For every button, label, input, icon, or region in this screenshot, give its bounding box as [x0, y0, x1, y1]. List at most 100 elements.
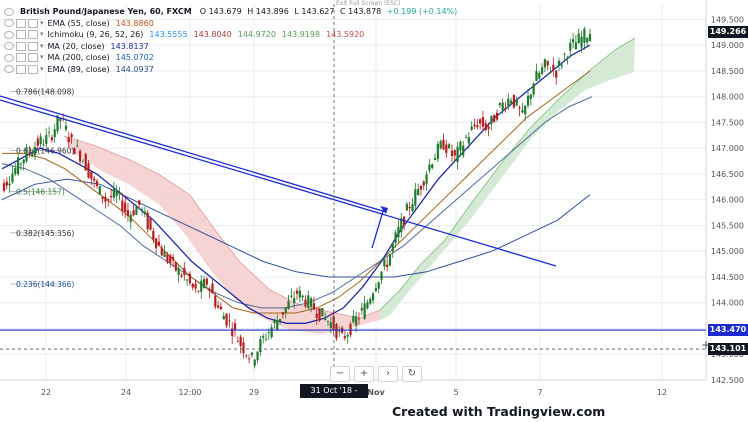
- candle-body: [121, 200, 124, 212]
- ohlc-values: O 143.679 H 143.896 L 143.627 C 143.878 …: [200, 6, 461, 17]
- time-axis-tick: 24: [121, 388, 131, 397]
- chevron-down-icon[interactable]: ▾: [40, 30, 44, 39]
- candle-body: [445, 144, 448, 153]
- candle-body: [481, 117, 485, 127]
- settings-icon[interactable]: [16, 53, 26, 63]
- candle-body: [371, 293, 375, 301]
- ma200-line: [1, 178, 591, 278]
- candle-body: [571, 39, 575, 43]
- ichimoku-cloud-bullish: [380, 38, 635, 320]
- ichimoku-cloud-bearish: [64, 136, 380, 334]
- chevron-down-icon[interactable]: ▾: [40, 18, 44, 27]
- candle-body: [146, 212, 149, 230]
- add-plus-icon[interactable]: +: [700, 338, 712, 352]
- indicator-value: 143.8137: [110, 41, 149, 51]
- eye-icon[interactable]: [4, 65, 14, 74]
- close-value: C 143.878: [340, 7, 382, 17]
- candle-body: [290, 295, 293, 297]
- indicator-row[interactable]: ▾ EMA (89, close) 144.0937: [4, 64, 460, 76]
- candle-body: [352, 315, 355, 323]
- indicator-row[interactable]: ▾ MA (20, close) 143.8137: [4, 41, 460, 53]
- candle-body: [510, 100, 513, 104]
- settings-icon[interactable]: [16, 18, 26, 28]
- close-icon[interactable]: [28, 18, 38, 28]
- zoom-in-button[interactable]: +: [354, 366, 374, 382]
- settings-icon[interactable]: [16, 30, 26, 40]
- candle-body: [473, 124, 476, 127]
- candle-body: [281, 312, 285, 315]
- candle-body: [253, 359, 256, 366]
- chevron-down-icon[interactable]: ▾: [40, 41, 44, 50]
- price-axis-tick: 144.000: [711, 299, 744, 308]
- candle-body: [135, 207, 138, 215]
- price-axis-tick: 147.000: [711, 144, 744, 153]
- close-icon[interactable]: [28, 30, 38, 40]
- eye-icon[interactable]: [4, 53, 14, 62]
- candle-body: [231, 328, 234, 337]
- candle-body: [262, 336, 265, 338]
- low-value: L 143.627: [294, 7, 335, 17]
- eye-icon[interactable]: [4, 19, 14, 28]
- candle-body: [163, 251, 166, 257]
- crosshair-price-tag: 143.101: [708, 343, 748, 356]
- settings-icon[interactable]: [16, 41, 26, 51]
- candle-body: [388, 254, 392, 266]
- eye-icon[interactable]: [4, 7, 14, 16]
- candle-body: [343, 336, 346, 339]
- indicator-value: 143.5555: [149, 30, 188, 40]
- indicator-row[interactable]: ▾ MA (200, close) 145.0702: [4, 52, 460, 64]
- candle-body: [228, 320, 231, 322]
- chevron-down-icon[interactable]: ▾: [40, 53, 44, 62]
- settings-icon[interactable]: [16, 64, 26, 74]
- candle-body: [433, 158, 437, 161]
- candle-body: [470, 126, 473, 130]
- ma20-line: [1, 44, 591, 324]
- candle-body: [431, 164, 434, 169]
- candle-body: [369, 298, 372, 304]
- candle-body: [549, 72, 552, 73]
- candle-body: [464, 136, 468, 138]
- indicator-row[interactable]: ▾ EMA (55, close) 143.8860: [4, 18, 460, 30]
- close-icon[interactable]: [28, 53, 38, 63]
- candle-body: [414, 189, 417, 206]
- last-price-tag: 149.266: [708, 25, 748, 38]
- candle-body: [22, 159, 25, 164]
- close-icon[interactable]: [28, 64, 38, 74]
- candle-body: [64, 125, 68, 130]
- price-axis-tick: 147.500: [711, 118, 744, 127]
- candle-body: [11, 173, 14, 183]
- indicator-name: EMA (55, close): [47, 18, 110, 28]
- symbol-title[interactable]: British Pound/Japanese Yen, 60, FXCM: [20, 7, 192, 17]
- candle-body: [233, 323, 237, 330]
- close-icon[interactable]: [28, 41, 38, 51]
- fib-level-label: 0.382(145.356): [16, 229, 74, 238]
- exit-fullscreen-hint[interactable]: Exit Full Screen (ESC): [336, 0, 401, 7]
- eye-icon[interactable]: [4, 42, 14, 51]
- high-value: H 143.896: [247, 7, 289, 17]
- fib-level-label: 0.236(144.366): [16, 280, 74, 289]
- indicator-row[interactable]: ▾ Ichimoku (9, 26, 52, 26) 143.5555 143.804…: [4, 29, 460, 41]
- reset-icon[interactable]: ↻: [402, 366, 422, 382]
- candle-body: [295, 290, 299, 294]
- candle-body: [450, 150, 454, 156]
- indicator-value: 143.8860: [115, 18, 154, 28]
- candle-body: [152, 230, 155, 240]
- candle-body: [276, 320, 279, 330]
- candle-body: [171, 256, 175, 260]
- candle-body: [225, 313, 228, 326]
- zoom-out-button[interactable]: −: [330, 366, 350, 382]
- eye-icon[interactable]: [4, 30, 14, 39]
- scroll-right-button[interactable]: ›: [378, 366, 398, 382]
- candle-body: [321, 307, 324, 317]
- candle-body: [157, 241, 161, 246]
- candle-body: [557, 60, 561, 66]
- candle-body: [526, 95, 530, 106]
- fib-level-label: 0.786(148.098): [16, 88, 74, 97]
- chevron-down-icon[interactable]: ▾: [40, 64, 44, 73]
- candle-body: [2, 183, 6, 191]
- time-axis-tick: 12:00: [178, 388, 201, 397]
- candle-body: [50, 137, 53, 141]
- candle-body: [222, 315, 225, 320]
